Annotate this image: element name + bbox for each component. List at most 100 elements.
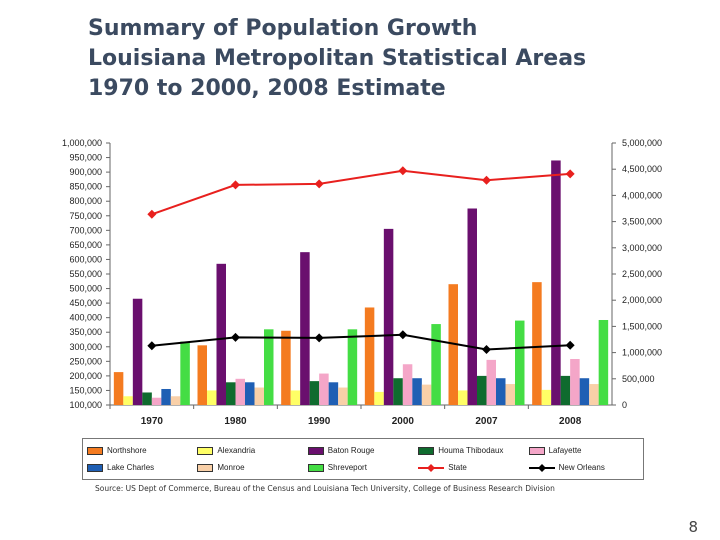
bar-northshore <box>113 372 124 405</box>
bar-monroe <box>170 396 181 405</box>
bar-monroe <box>589 384 599 405</box>
legend-item-new-orleans: New Orleans <box>528 459 639 476</box>
page-number: 8 <box>688 518 698 536</box>
title-line-3: 1970 to 2000, 2008 Estimate <box>88 76 446 101</box>
point-new-orleans <box>314 333 324 343</box>
point-new-orleans <box>565 340 575 350</box>
bar-shreveport <box>598 319 609 405</box>
legend-label: Northshore <box>107 446 147 455</box>
right-tick-label: 0 <box>622 400 627 410</box>
bar-houma-thibodaux <box>226 382 236 405</box>
legend-label: State <box>448 463 467 472</box>
left-tick-label: 850,000 <box>69 182 102 192</box>
point-state <box>314 179 324 189</box>
legend-swatch <box>197 446 214 455</box>
bar-alexandria <box>123 396 133 405</box>
point-state <box>565 169 575 179</box>
legend-swatch <box>197 463 214 472</box>
legend-item-shreveport: Shreveport <box>307 459 418 476</box>
bar-northshore <box>281 330 291 405</box>
bar-houma-thibodaux <box>560 375 571 405</box>
left-tick-label: 900,000 <box>69 167 102 177</box>
bar-lafayette <box>319 373 329 405</box>
point-state <box>482 175 491 185</box>
bar-monroe <box>421 384 432 405</box>
bar-shreveport <box>180 341 190 405</box>
bar-lafayette <box>402 364 413 405</box>
point-new-orleans <box>147 341 157 351</box>
left-tick-label: 400,000 <box>69 313 102 323</box>
left-tick-label: 600,000 <box>69 254 102 264</box>
bar-lake-charles <box>161 388 171 405</box>
x-tick-label: 1970 <box>141 416 164 427</box>
bar-alexandria <box>374 391 384 405</box>
legend-swatch <box>528 463 555 472</box>
chart-legend: Northshore Alexandria Baton Rouge Houma Thi… <box>82 438 644 480</box>
bar-northshore <box>532 282 542 405</box>
bar-baton-rouge <box>216 263 226 405</box>
legend-swatch <box>418 446 435 455</box>
legend-swatch <box>307 463 324 472</box>
bar-houma-thibodaux <box>309 381 320 405</box>
bar-baton-rouge <box>383 228 394 405</box>
left-tick-label: 150,000 <box>69 385 102 395</box>
legend-item-alexandria: Alexandria <box>197 442 307 459</box>
legend-swatch <box>418 463 445 472</box>
point-new-orleans <box>398 330 408 340</box>
bar-alexandria <box>290 390 301 405</box>
right-tick-label: 4,500,000 <box>622 164 662 174</box>
bar-lake-charles <box>412 378 422 405</box>
left-tick-label: 500,000 <box>69 284 102 294</box>
legend-item-northshore: Northshore <box>87 442 197 459</box>
bar-baton-rouge <box>132 298 143 405</box>
bar-lake-charles <box>579 378 590 405</box>
line-state <box>151 169 571 216</box>
bar-baton-rouge <box>300 252 310 405</box>
bar-lake-charles <box>496 378 506 405</box>
x-tick-label: 2008 <box>559 416 582 427</box>
bar-alexandria <box>207 390 217 405</box>
legend-swatch <box>528 446 545 455</box>
bar-monroe <box>505 384 515 405</box>
right-tick-label: 3,000,000 <box>622 243 662 253</box>
legend-item-houma-thibodaux: Houma Thibodaux <box>418 442 528 459</box>
bar-shreveport <box>264 329 274 405</box>
right-tick-label: 1,500,000 <box>622 321 662 331</box>
right-tick-label: 1,000,000 <box>622 348 662 358</box>
line-new-orleans <box>151 333 571 351</box>
bar-monroe <box>338 387 348 405</box>
legend-label: Lake Charles <box>107 463 155 472</box>
legend-label: Alexandria <box>217 446 256 455</box>
point-new-orleans <box>482 344 491 354</box>
left-tick-label: 300,000 <box>69 342 102 352</box>
right-tick-label: 3,500,000 <box>622 217 662 227</box>
source-note: Source: US Dept of Commerce, Bureau of t… <box>95 484 555 493</box>
bar-lake-charles <box>328 382 339 405</box>
left-tick-label: 350,000 <box>69 327 102 337</box>
point-state <box>231 180 240 190</box>
legend-swatch <box>307 446 324 455</box>
legend-item-state: State <box>418 459 528 476</box>
legend-label: Lafayette <box>548 446 582 455</box>
left-tick-label: 100,000 <box>69 400 102 410</box>
x-tick-label: 1980 <box>224 416 247 427</box>
bar-shreveport <box>431 324 441 405</box>
population-chart: 100,000 150,000 200,000 250,000 300,000 350,0… <box>62 138 662 427</box>
legend-label: Houma Thibodaux <box>438 446 504 455</box>
bar-monroe <box>254 387 264 405</box>
bar-lafayette <box>570 359 580 405</box>
legend-item-lake-charles: Lake Charles <box>87 459 197 476</box>
legend-item-baton-rouge: Baton Rouge <box>307 442 418 459</box>
right-tick-label: 2,000,000 <box>622 295 662 305</box>
right-tick-label: 2,500,000 <box>622 269 662 279</box>
left-tick-label: 1,000,000 <box>62 138 102 148</box>
x-tick-label: 2000 <box>392 416 415 427</box>
left-tick-label: 950,000 <box>69 153 102 163</box>
bar-northshore <box>197 345 207 405</box>
left-tick-label: 200,000 <box>69 371 102 381</box>
bar-shreveport <box>347 329 358 405</box>
title-line-1: Summary of Population Growth <box>88 16 478 41</box>
point-new-orleans <box>231 332 240 342</box>
left-tick-label: 450,000 <box>69 298 102 308</box>
legend-swatch <box>87 446 103 455</box>
